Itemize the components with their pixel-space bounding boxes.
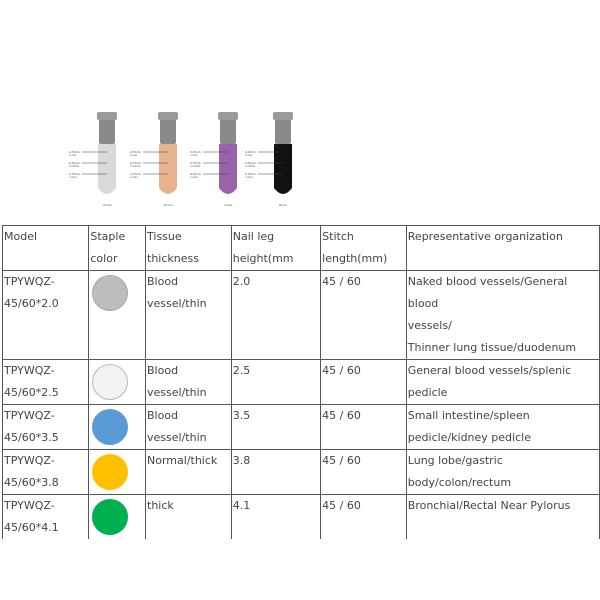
cartridge-caption: White: [103, 203, 112, 207]
staple-color-cell: [88, 449, 147, 495]
model-cell: TPYWQZ- 45/60*3.5: [1, 404, 90, 450]
table-row: TPYWQZ- 45/60*3.5 Blood vessel/thin 3.5 45 / …: [1, 404, 600, 450]
nail-leg-height-cell: 4.1: [230, 494, 322, 539]
staple-color-cell: [88, 359, 147, 405]
staple-cartridge-figure: 2.5mminner2.5mmmiddle2.5mmouterWhite2.5m…: [69, 112, 293, 207]
stitch-length-cell: 45 / 60: [320, 404, 407, 450]
measurement-label: 4.0mm: [190, 172, 201, 176]
tissue-thickness-cell: Blood vessel/thin: [145, 359, 232, 405]
svg-text:outer: outer: [69, 175, 78, 179]
table-row: TPYWQZ- 45/60*3.8 Normal/thick 3.8 45 / 60 Lu…: [1, 449, 600, 495]
staple-color-swatch: [92, 409, 129, 445]
measurement-label: 2.5mm: [69, 150, 80, 154]
column-header: Representative organization: [405, 225, 600, 271]
staple-color-cell: [88, 494, 147, 539]
table-row: TPYWQZ- 45/60*2.0 Blood vessel/thin 2.0 45 / …: [1, 270, 600, 360]
staple-spec-table: Model Staple color Tissue thickness Nail leg h…: [1, 225, 600, 539]
model-cell: TPYWQZ- 45/60*3.8: [1, 449, 90, 495]
measurement-label: 5.0mm: [245, 172, 256, 176]
staple-color-cell: [88, 404, 147, 450]
stitch-length-cell: 45 / 60: [320, 494, 407, 539]
measurement-label: 3.0mm: [130, 172, 141, 176]
nail-leg-height-cell: 2.5: [230, 359, 322, 405]
svg-text:middle: middle: [190, 164, 200, 168]
cartridge-caption: Brown: [164, 203, 174, 207]
staple-color-swatch: [92, 275, 129, 311]
nail-leg-height-cell: 3.8: [230, 449, 322, 495]
measurement-label: 3.0mm: [190, 150, 201, 154]
svg-text:outer: outer: [245, 175, 254, 179]
column-header: Staple color: [88, 225, 147, 271]
measurement-label: 2.5mm: [130, 150, 141, 154]
svg-text:middle: middle: [245, 164, 255, 168]
staple-color-swatch: [92, 499, 129, 535]
measurement-label: 2.5mm: [130, 161, 141, 165]
model-cell: TPYWQZ- 45/60*4.1: [1, 494, 90, 539]
stitch-length-cell: 45 / 60: [320, 359, 407, 405]
svg-text:middle: middle: [130, 164, 140, 168]
svg-text:outer: outer: [190, 175, 199, 179]
cartridge-caption: Black: [279, 203, 287, 207]
tissue-thickness-cell: Blood vessel/thin: [145, 404, 232, 450]
table-header-row: Model Staple color Tissue thickness Nail leg h…: [1, 225, 600, 271]
tissue-thickness-cell: thick: [145, 494, 232, 539]
representative-organization-cell: General blood vessels/splenic pedicle: [405, 359, 600, 405]
column-header: Model: [1, 225, 90, 271]
svg-text:inner: inner: [69, 153, 77, 157]
measurement-label: 3.5mm: [190, 161, 201, 165]
tissue-thickness-cell: Normal/thick: [145, 449, 232, 495]
measurement-label: 2.5mm: [69, 161, 80, 165]
svg-text:inner: inner: [130, 153, 138, 157]
stitch-length-cell: 45 / 60: [320, 270, 407, 360]
svg-text:inner: inner: [245, 153, 253, 157]
tissue-thickness-cell: Blood vessel/thin: [145, 270, 232, 360]
nail-leg-height-cell: 3.5: [230, 404, 322, 450]
representative-organization-cell: Small intestine/spleen pedicle/kidney ped…: [405, 404, 600, 450]
column-header: Tissue thickness: [145, 225, 232, 271]
column-header: Nail leg height(mm: [230, 225, 322, 271]
representative-organization-cell: Bronchial/Rectal Near Pylorus: [405, 494, 600, 539]
staple-color-cell: [88, 270, 147, 360]
svg-text:outer: outer: [130, 175, 139, 179]
measurement-label: 4.5mm: [245, 161, 256, 165]
staple-color-swatch: [92, 454, 129, 490]
svg-text:inner: inner: [190, 153, 198, 157]
nail-leg-height-cell: 2.0: [230, 270, 322, 360]
staple-color-swatch: [92, 364, 129, 400]
cartridge-caption: Violet: [224, 203, 233, 207]
measurement-label: 4.0mm: [245, 150, 256, 154]
measurement-label: 2.5mm: [69, 172, 80, 176]
stitch-length-cell: 45 / 60: [320, 449, 407, 495]
svg-text:middle: middle: [69, 164, 79, 168]
representative-organization-cell: Lung lobe/gastric body/colon/rectum: [405, 449, 600, 495]
table-row: TPYWQZ- 45/60*4.1 thick 4.1 45 / 60 Bronchial…: [1, 494, 600, 539]
column-header: Stitch length(mm): [320, 225, 407, 271]
model-cell: TPYWQZ- 45/60*2.0: [1, 270, 90, 360]
model-cell: TPYWQZ- 45/60*2.5: [1, 359, 90, 405]
representative-organization-cell: Naked blood vessels/General blood vessels…: [405, 270, 600, 360]
table-row: TPYWQZ- 45/60*2.5 Blood vessel/thin 2.5 45 / …: [1, 359, 600, 405]
